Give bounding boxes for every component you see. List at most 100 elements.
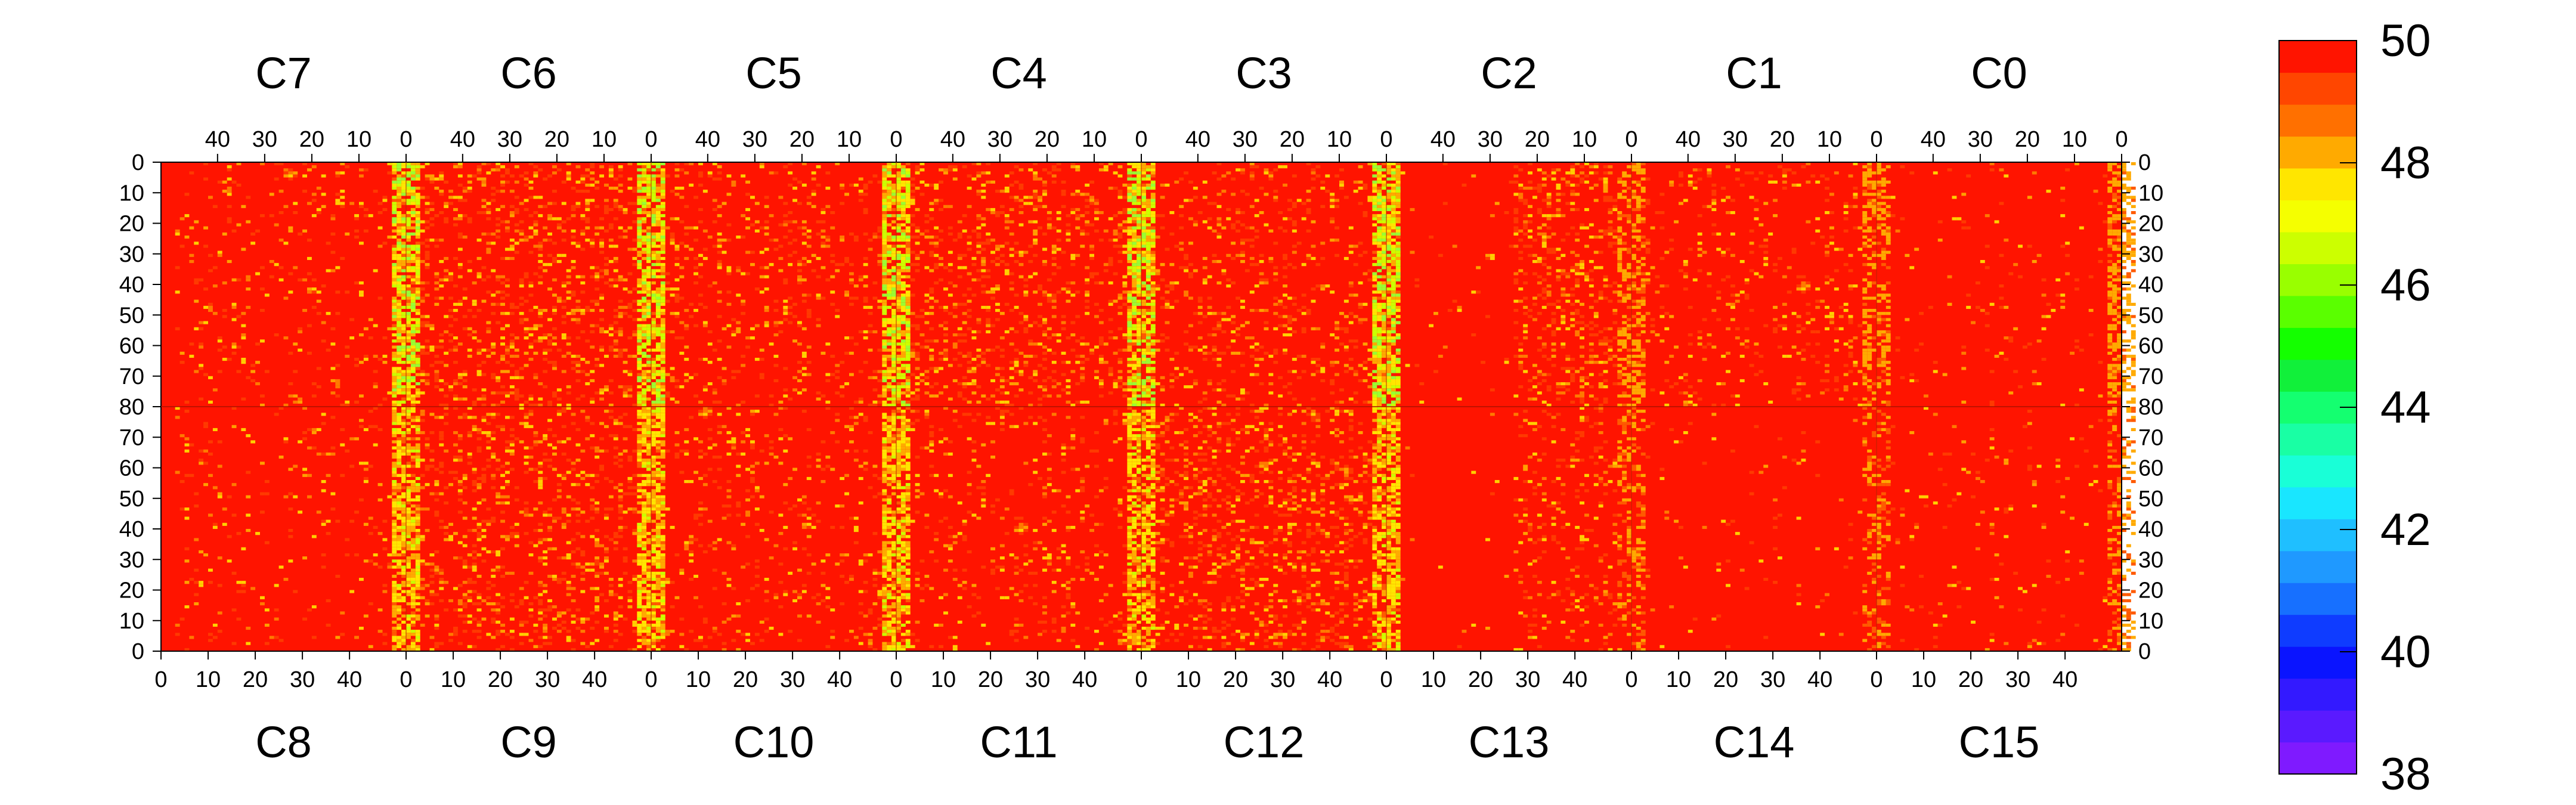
edge-band-cell	[1137, 416, 1141, 419]
edge-band-cell	[655, 532, 661, 535]
edge-band-cell	[2122, 648, 2126, 652]
edge-band-cell	[1145, 544, 1151, 547]
edge-band-cell	[2126, 400, 2131, 404]
edge-band-cell	[1386, 296, 1391, 300]
edge-band-cell	[896, 284, 901, 288]
noise-cell	[283, 174, 289, 178]
edge-band-cell	[1622, 242, 1627, 245]
edge-band-cell	[1631, 223, 1636, 227]
edge-band-cell	[1391, 376, 1396, 379]
edge-band-cell	[415, 382, 420, 386]
edge-band-cell	[406, 373, 411, 376]
edge-band-cell	[637, 397, 642, 401]
edge-band-cell	[2112, 193, 2117, 196]
edge-band-cell	[1885, 483, 1891, 487]
edge-band-cell	[1386, 422, 1391, 425]
noise-cell	[340, 205, 345, 208]
edge-band-cell	[655, 214, 661, 218]
edge-band-cell	[896, 321, 901, 324]
edge-band-cell	[900, 574, 906, 578]
edge-band-cell	[1636, 171, 1641, 175]
edge-band-cell	[1382, 633, 1386, 636]
edge-band-cell	[1395, 522, 1401, 526]
edge-band-cell	[1872, 456, 1877, 459]
edge-band-cell	[655, 400, 661, 404]
edge-band-cell	[397, 462, 402, 465]
edge-band-cell	[1881, 183, 1886, 187]
edge-band-cell	[1145, 627, 1151, 630]
edge-band-cell	[1372, 296, 1377, 300]
edge-band-cell	[1127, 400, 1132, 404]
edge-band-cell	[410, 516, 416, 520]
edge-band-cell	[637, 318, 642, 321]
edge-band-cell	[1636, 229, 1641, 233]
edge-band-cell	[1145, 391, 1151, 395]
edge-band-cell	[1141, 299, 1146, 303]
noise-cell	[298, 278, 303, 281]
edge-band-cell	[1382, 205, 1386, 208]
edge-band-cell	[2122, 574, 2126, 578]
edge-band-cell	[1391, 507, 1396, 511]
edge-band-cell	[1145, 208, 1151, 212]
edge-band-cell	[401, 425, 406, 428]
edge-band-cell	[1150, 180, 1156, 184]
edge-band-cell	[1382, 437, 1386, 441]
edge-band-cell	[392, 180, 397, 184]
edge-band-cell	[415, 617, 420, 621]
edge-band-cell	[415, 226, 420, 230]
edge-band-cell	[1885, 382, 1891, 386]
edge-band-cell	[1145, 620, 1151, 624]
edge-band-cell	[1132, 269, 1137, 273]
edge-band-cell	[891, 296, 896, 300]
edge-band-cell	[2126, 220, 2131, 224]
edge-band-cell	[1137, 171, 1141, 175]
edge-band-cell	[1127, 538, 1132, 541]
edge-band-cell	[406, 590, 411, 593]
edge-band-cell	[655, 627, 661, 630]
edge-band-cell	[891, 544, 896, 547]
edge-band-cell	[1622, 339, 1627, 343]
edge-band-cell	[2126, 470, 2131, 474]
edge-band-cell	[410, 617, 416, 621]
edge-band-cell	[887, 250, 892, 254]
edge-band-cell	[406, 202, 411, 205]
edge-band-cell	[406, 507, 411, 511]
edge-band-cell	[896, 443, 901, 447]
edge-band-cell	[887, 425, 892, 428]
edge-band-cell	[1377, 437, 1382, 441]
edge-band-cell	[1372, 394, 1377, 398]
edge-band-cell	[1150, 385, 1156, 389]
edge-band-cell	[2107, 205, 2113, 208]
edge-band-cell	[1627, 611, 1631, 615]
edge-band-cell	[900, 547, 906, 550]
edge-band-cell	[896, 165, 901, 169]
edge-band-cell	[406, 547, 411, 550]
edge-band-cell	[660, 397, 665, 401]
edge-band-cell	[1150, 266, 1156, 270]
edge-band-cell	[2122, 516, 2126, 520]
edge-band-cell	[1150, 473, 1156, 477]
edge-band-cell	[406, 287, 411, 291]
edge-band-cell	[1881, 284, 1886, 288]
edge-band-cell	[905, 171, 911, 175]
edge-band-cell	[1622, 602, 1627, 606]
noise-cell	[387, 236, 392, 239]
edge-band-cell	[406, 443, 411, 447]
edge-band-cell	[1150, 236, 1156, 239]
edge-band-cell	[1372, 385, 1377, 389]
edge-band-cell	[1141, 379, 1146, 383]
edge-band-cell	[1395, 486, 1401, 490]
noise-cell	[203, 226, 208, 230]
edge-band-cell	[891, 379, 896, 383]
noise-cell	[349, 202, 355, 205]
edge-band-cell	[401, 193, 406, 196]
edge-band-cell	[1141, 242, 1146, 245]
edge-band-cell	[1862, 180, 1868, 184]
edge-band-cell	[1617, 211, 1623, 215]
edge-band-cell	[646, 244, 651, 248]
edge-band-cell	[1640, 364, 1646, 367]
edge-band-cell	[646, 193, 651, 196]
edge-band-cell	[1145, 611, 1151, 615]
edge-band-cell	[891, 391, 896, 395]
edge-band-cell	[651, 425, 656, 428]
